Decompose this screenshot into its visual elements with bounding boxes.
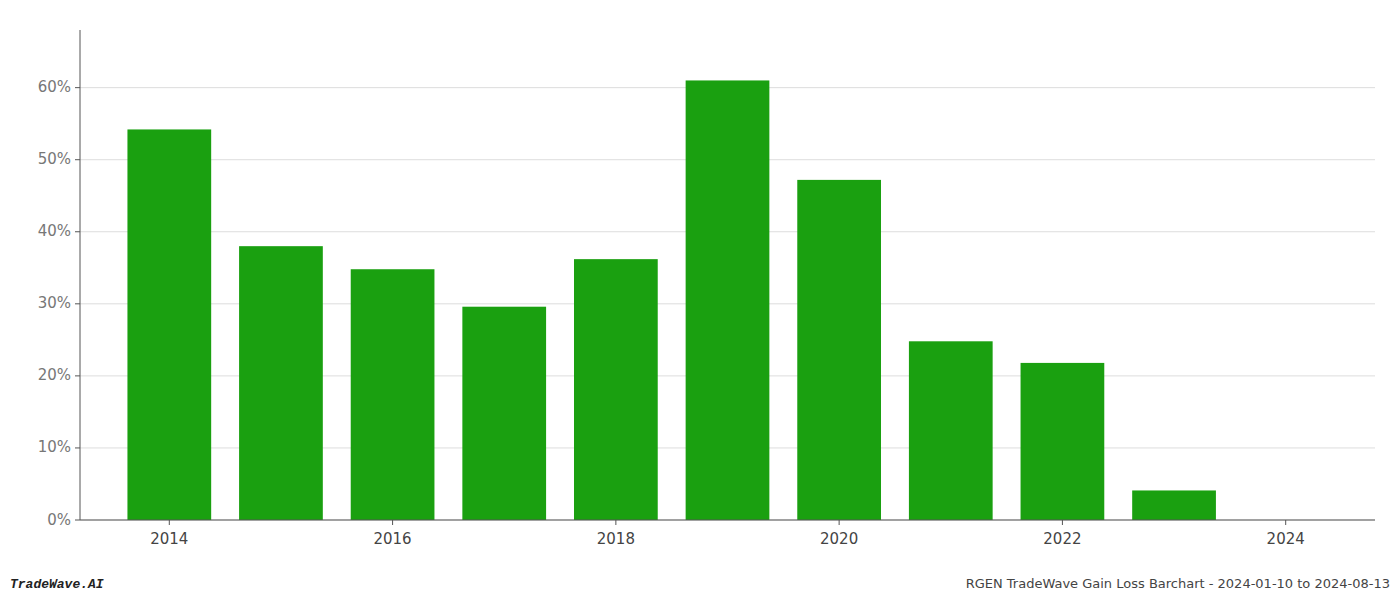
x-tick — [615, 520, 616, 525]
x-tick-label: 2020 — [820, 530, 858, 548]
y-axis-line — [80, 30, 81, 520]
bars — [127, 80, 1215, 520]
y-tick-label: 20% — [38, 366, 71, 384]
y-tick-label: 10% — [38, 438, 71, 456]
x-tick — [392, 520, 393, 525]
y-tick — [75, 447, 80, 448]
bar — [1021, 363, 1105, 520]
y-tick-label: 50% — [38, 150, 71, 168]
bar — [797, 180, 881, 520]
y-tick — [75, 375, 80, 376]
y-tick-label: 40% — [38, 222, 71, 240]
x-tick — [839, 520, 840, 525]
x-tick — [169, 520, 170, 525]
x-tick-label: 2018 — [597, 530, 635, 548]
axes: 0% 10% 20% 30% 40% 50% 60% 2014 2016 2018 2020 2022… — [38, 30, 1375, 548]
bar — [909, 341, 993, 520]
x-tick-label: 2014 — [150, 530, 188, 548]
y-tick-label: 0% — [47, 511, 71, 529]
bar — [462, 307, 546, 520]
bar — [239, 246, 323, 520]
y-tick-label: 30% — [38, 294, 71, 312]
y-tick — [75, 87, 80, 88]
footer-left: TradeWave.AI — [10, 577, 104, 592]
bar — [574, 259, 658, 520]
y-tick-label: 60% — [38, 78, 71, 96]
bar — [686, 80, 770, 520]
bar — [127, 129, 211, 520]
x-tick-label: 2024 — [1267, 530, 1305, 548]
bar — [351, 269, 435, 520]
grid-line — [80, 520, 1375, 521]
annotations: TradeWave.AI RGEN TradeWave Gain Loss Bar… — [10, 576, 1390, 592]
footer-right: RGEN TradeWave Gain Loss Barchart - 2024… — [966, 576, 1390, 591]
chart-container: 0% 10% 20% 30% 40% 50% 60% 2014 2016 2018 2020 2022… — [0, 0, 1400, 600]
y-tick — [75, 231, 80, 232]
y-tick — [75, 159, 80, 160]
x-tick — [1062, 520, 1063, 525]
x-tick-label: 2016 — [373, 530, 411, 548]
x-tick — [1285, 520, 1286, 525]
x-axis-line — [80, 520, 1375, 521]
chart-svg: 0% 10% 20% 30% 40% 50% 60% 2014 2016 2018 2020 2022… — [0, 0, 1400, 600]
x-tick-label: 2022 — [1043, 530, 1081, 548]
bar — [1132, 490, 1216, 520]
y-tick — [75, 303, 80, 304]
y-tick — [75, 520, 80, 521]
